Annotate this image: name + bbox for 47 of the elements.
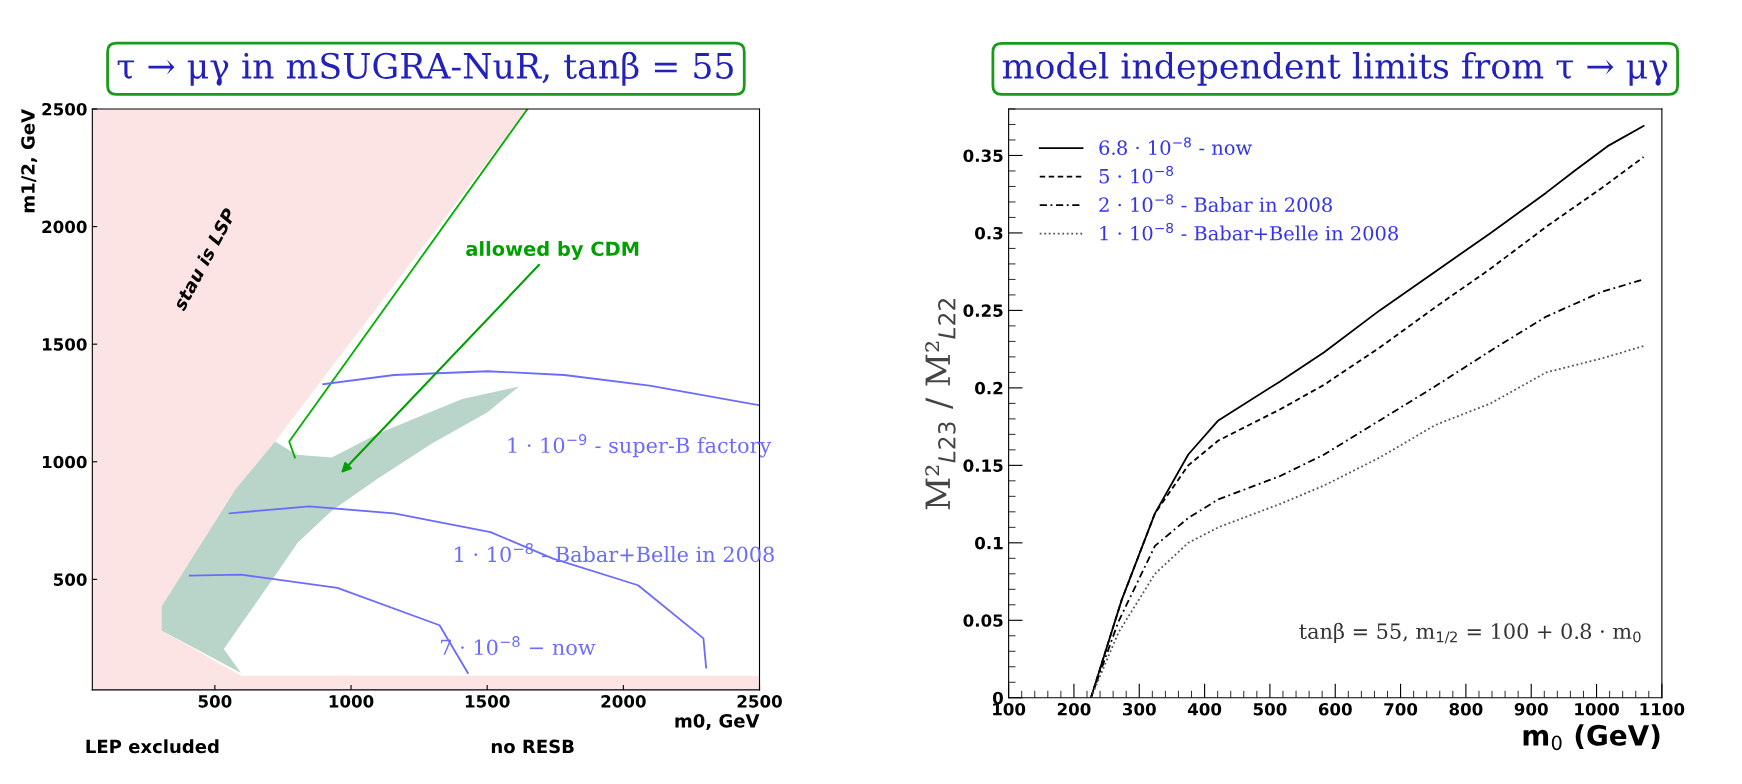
x-tick-label: 800 bbox=[1449, 702, 1483, 716]
x-tick-label: 1000 bbox=[1575, 702, 1619, 716]
annotation: stau is LSP bbox=[171, 206, 237, 312]
x-tick-label: 700 bbox=[1384, 702, 1418, 716]
x-tick-label: 400 bbox=[1187, 702, 1222, 716]
x-tick-label: 600 bbox=[1318, 702, 1352, 716]
y-tick-label: 500 bbox=[53, 573, 87, 586]
y-tick-label: 0.25 bbox=[963, 304, 1003, 317]
y-tick-label: 0.05 bbox=[963, 614, 1003, 627]
y-tick-label: 0.35 bbox=[963, 149, 1003, 163]
legend-label: 1 · 10$^{−8}$ - Babar+Belle in 2008 bbox=[1100, 222, 1398, 241]
x-tick-label: 1000 bbox=[329, 695, 374, 708]
y-tick-label: 0.15 bbox=[963, 459, 1003, 472]
x-tick-label: 500 bbox=[1253, 702, 1287, 716]
line-series bbox=[188, 573, 469, 674]
x-tick-label: 2500 bbox=[737, 695, 782, 708]
y-tick-label: 0.3 bbox=[975, 226, 1003, 240]
x-tick-label: 500 bbox=[198, 695, 232, 708]
chart-title: model independent limits from τ → μγ bbox=[1002, 52, 1668, 86]
x-tick-label: 100 bbox=[993, 702, 1026, 716]
text: no RESB bbox=[491, 739, 574, 754]
y-tick-label: 1000 bbox=[42, 455, 87, 469]
y-tick-label: 0.2 bbox=[975, 381, 1003, 395]
y-tick-label: 2000 bbox=[42, 220, 87, 234]
annotation: tanβ = 55, m$_{1/2}$ = 100 + 0.8 · m$_{0}$ bbox=[1299, 622, 1641, 644]
x-tick-label: 2000 bbox=[601, 695, 646, 708]
chart-title: τ → μγ in mSUGRA-NuR, tanβ = 55 bbox=[117, 51, 733, 86]
x-axis-title: m0, GeV bbox=[675, 714, 760, 730]
y-axis-title: M²$_{L23}$ / M²$_{L22}$ bbox=[925, 299, 956, 510]
annotation: allowed by CDM bbox=[466, 241, 639, 261]
x-tick-label: 900 bbox=[1514, 702, 1548, 716]
y-tick-label: 0 bbox=[992, 691, 1003, 705]
x-axis-title: m$_{0}$ (GeV) bbox=[1523, 724, 1660, 751]
x-tick-label: 300 bbox=[1122, 702, 1156, 716]
x-tick-label: 1500 bbox=[465, 695, 510, 708]
line-series bbox=[1090, 345, 1645, 698]
x-tick-label: 200 bbox=[1057, 702, 1091, 716]
line-series bbox=[322, 370, 760, 407]
legend-label: 2 · 10$^{−8}$ - Babar in 2008 bbox=[1099, 194, 1332, 213]
y-tick-label: 0.1 bbox=[975, 536, 1003, 550]
text: LEP excluded bbox=[86, 739, 219, 754]
y-tick-label: 2500 bbox=[42, 102, 87, 116]
legend-label: 5 · 10$^{−8}$ bbox=[1099, 165, 1174, 184]
y-tick-label: 1500 bbox=[42, 338, 87, 351]
x-tick-label: 1100 bbox=[1640, 702, 1685, 716]
legend-label: 6.8 · 10$^{−8}$ - now bbox=[1099, 137, 1252, 155]
y-axis-title: m1/2, GeV bbox=[21, 109, 38, 213]
